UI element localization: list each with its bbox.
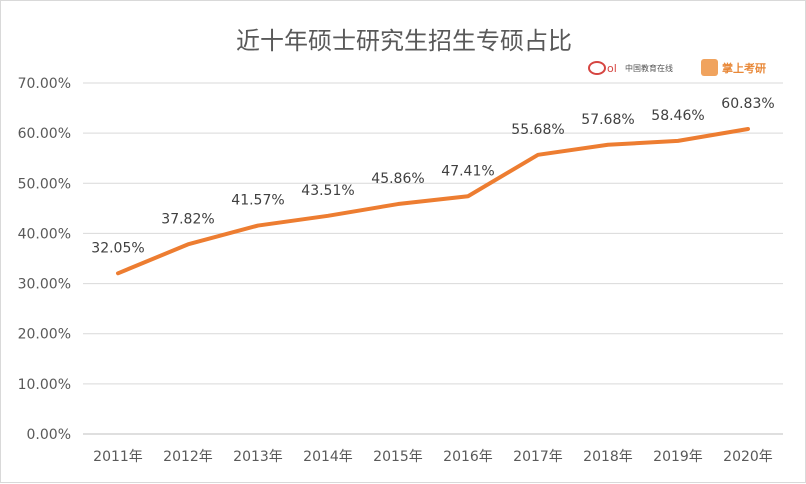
x-tick-label: 2018年 xyxy=(583,449,633,465)
x-tick-label: 2011年 xyxy=(93,449,143,465)
x-tick-label: 2014年 xyxy=(303,449,353,465)
x-tick-label: 2017年 xyxy=(513,449,563,465)
data-label: 41.57% xyxy=(231,193,284,209)
series-polyline xyxy=(116,126,750,276)
x-tick-label: 2015年 xyxy=(373,449,423,465)
eol-logo-icon xyxy=(588,61,606,75)
data-label: 32.05% xyxy=(91,240,144,256)
data-label: 57.68% xyxy=(581,112,634,128)
chart-title: 近十年硕士研究生招生专硕占比 xyxy=(236,27,572,55)
data-label: 45.86% xyxy=(371,171,424,187)
x-tick-label: 2013年 xyxy=(233,449,283,465)
y-tick-label: 30.00% xyxy=(18,277,71,293)
eol-logo-mark: ol xyxy=(607,62,617,75)
y-axis: 0.00% 10.00% 20.00% 30.00% 40.00% 50.00% 60.00… xyxy=(18,76,71,443)
gridlines xyxy=(83,82,783,435)
logo-kaoyan: 掌上考研 xyxy=(701,59,766,76)
kaoyan-logo-icon xyxy=(701,59,718,76)
data-label: 43.51% xyxy=(301,183,354,199)
y-tick-label: 70.00% xyxy=(18,76,71,92)
data-label: 47.41% xyxy=(441,163,494,179)
logo-eol: ol 中国教育在线 xyxy=(588,61,673,75)
y-tick-label: 0.00% xyxy=(27,427,71,443)
data-label: 37.82% xyxy=(161,211,214,227)
y-tick-label: 10.00% xyxy=(18,377,71,393)
data-labels: 32.05% 37.82% 41.57% 43.51% 45.86% 47.41% 55.6… xyxy=(91,96,774,256)
x-axis: 2011年 2012年 2013年 2014年 2015年 2016年 2017年 2018年… xyxy=(93,449,773,465)
y-tick-label: 40.00% xyxy=(18,226,71,242)
kaoyan-logo-text: 掌上考研 xyxy=(722,61,766,75)
data-label: 55.68% xyxy=(511,122,564,138)
data-label: 58.46% xyxy=(651,108,704,124)
y-tick-label: 60.00% xyxy=(18,126,71,142)
y-tick-label: 20.00% xyxy=(18,327,71,343)
x-tick-label: 2019年 xyxy=(653,449,703,465)
x-tick-label: 2016年 xyxy=(443,449,493,465)
data-label: 60.83% xyxy=(721,96,774,112)
x-tick-label: 2012年 xyxy=(163,449,213,465)
series-line xyxy=(116,126,750,276)
eol-logo-text: 中国教育在线 xyxy=(625,63,673,73)
x-tick-label: 2020年 xyxy=(723,449,773,465)
y-tick-label: 50.00% xyxy=(18,176,71,192)
